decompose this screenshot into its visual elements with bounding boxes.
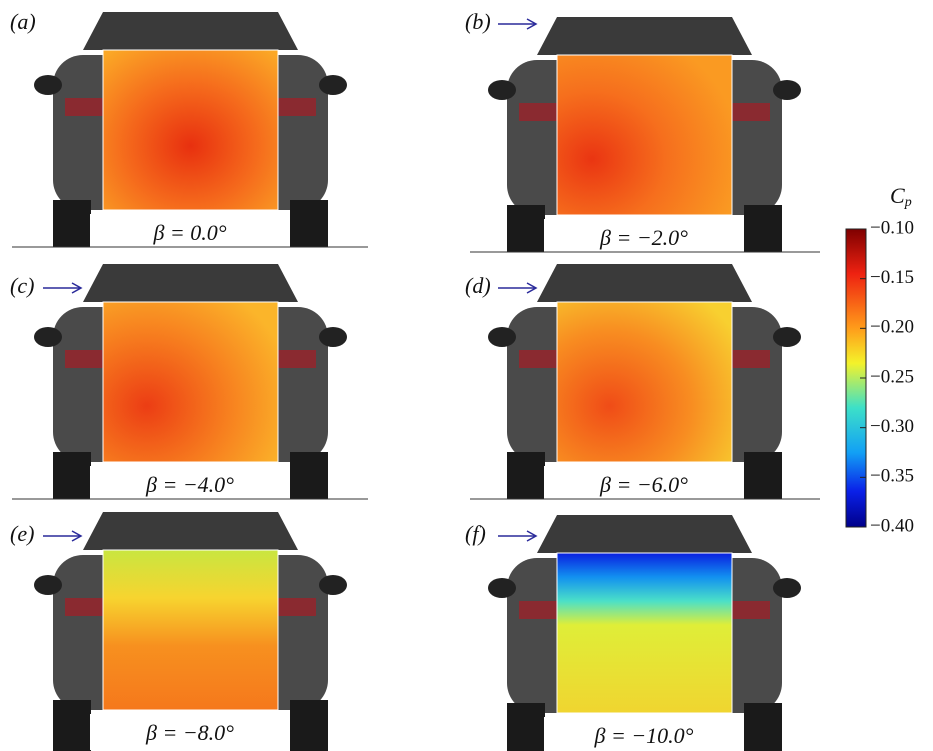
wind-arrow-head [526,282,538,294]
panel-label: (c) [10,273,34,298]
tail-light [65,598,105,616]
beta-label: β = −4.0° [145,472,234,497]
wheel [290,700,328,751]
tail-light [519,601,559,619]
pressure-map [102,49,279,211]
panel-label: (a) [10,9,36,34]
beta-label: β = −6.0° [599,472,688,497]
tick-label: −0.35 [870,466,914,487]
label-box [544,219,744,255]
mirror [319,327,347,347]
pressure-map [102,301,279,463]
wheel [744,205,782,252]
tail-light [730,601,770,619]
car-roof [537,264,752,302]
wheel [507,205,545,252]
mirror [34,327,62,347]
wheel [744,703,782,751]
beta-label: β = −8.0° [145,720,234,745]
tick-label: −0.20 [870,317,914,338]
wheel [290,452,328,499]
tick-label: −0.10 [870,217,914,238]
tick-label: −0.30 [870,416,914,437]
panel: β = −6.0° (d) [465,264,820,502]
label-box [544,717,744,751]
pressure-map [556,552,733,714]
beta-label: β = −2.0° [599,225,688,250]
panel-label: (f) [465,521,486,546]
beta-label: β = 0.0° [152,220,226,245]
pressure-map [102,549,279,711]
wind-arrow-head [526,530,538,542]
mirror [488,327,516,347]
panel: β = −8.0° (e) [10,512,347,751]
wheel [507,452,545,499]
car-roof [83,264,298,302]
tail-light [730,103,770,121]
car-roof [83,512,298,550]
car-roof [83,12,298,50]
wheel [507,703,545,751]
mirror [34,75,62,95]
wheel [53,700,91,751]
panel: β = −2.0° (b) [465,9,820,255]
wheel [744,452,782,499]
mirror [319,575,347,595]
panel-label: (e) [10,521,34,546]
mirror [488,80,516,100]
tail-light [519,350,559,368]
mirror [773,327,801,347]
mirror [488,578,516,598]
car-roof [537,17,752,55]
pressure-map [556,301,733,463]
tail-light [730,350,770,368]
tail-light [276,598,316,616]
mirror [773,80,801,100]
tail-light [519,103,559,121]
panel-label: (b) [465,9,491,34]
wind-arrow-head [71,530,83,542]
wheel [53,452,91,499]
wind-arrow-head [526,18,538,30]
label-box [90,214,290,250]
label-box [544,466,744,502]
tail-light [65,98,105,116]
tail-light [276,98,316,116]
label-box [90,714,290,750]
tick-label: −0.15 [870,267,914,288]
panel: β = −10.0° (f) [465,515,801,751]
mirror [34,575,62,595]
tick-label: −0.40 [870,515,914,536]
panel: β = 0.0° (a) [10,9,368,250]
car-roof [537,515,752,553]
mirror [319,75,347,95]
tick-label: −0.25 [870,366,914,387]
panel-label: (d) [465,273,491,298]
beta-label: β = −10.0° [594,723,694,748]
mirror [773,578,801,598]
label-box [90,466,290,502]
wheel [290,200,328,247]
tail-light [65,350,105,368]
wind-arrow-head [71,282,83,294]
pressure-map [556,54,733,216]
colorbar-title: Cp [890,183,912,210]
panel: β = −4.0° (c) [10,264,368,502]
wheel [53,200,91,247]
tail-light [276,350,316,368]
